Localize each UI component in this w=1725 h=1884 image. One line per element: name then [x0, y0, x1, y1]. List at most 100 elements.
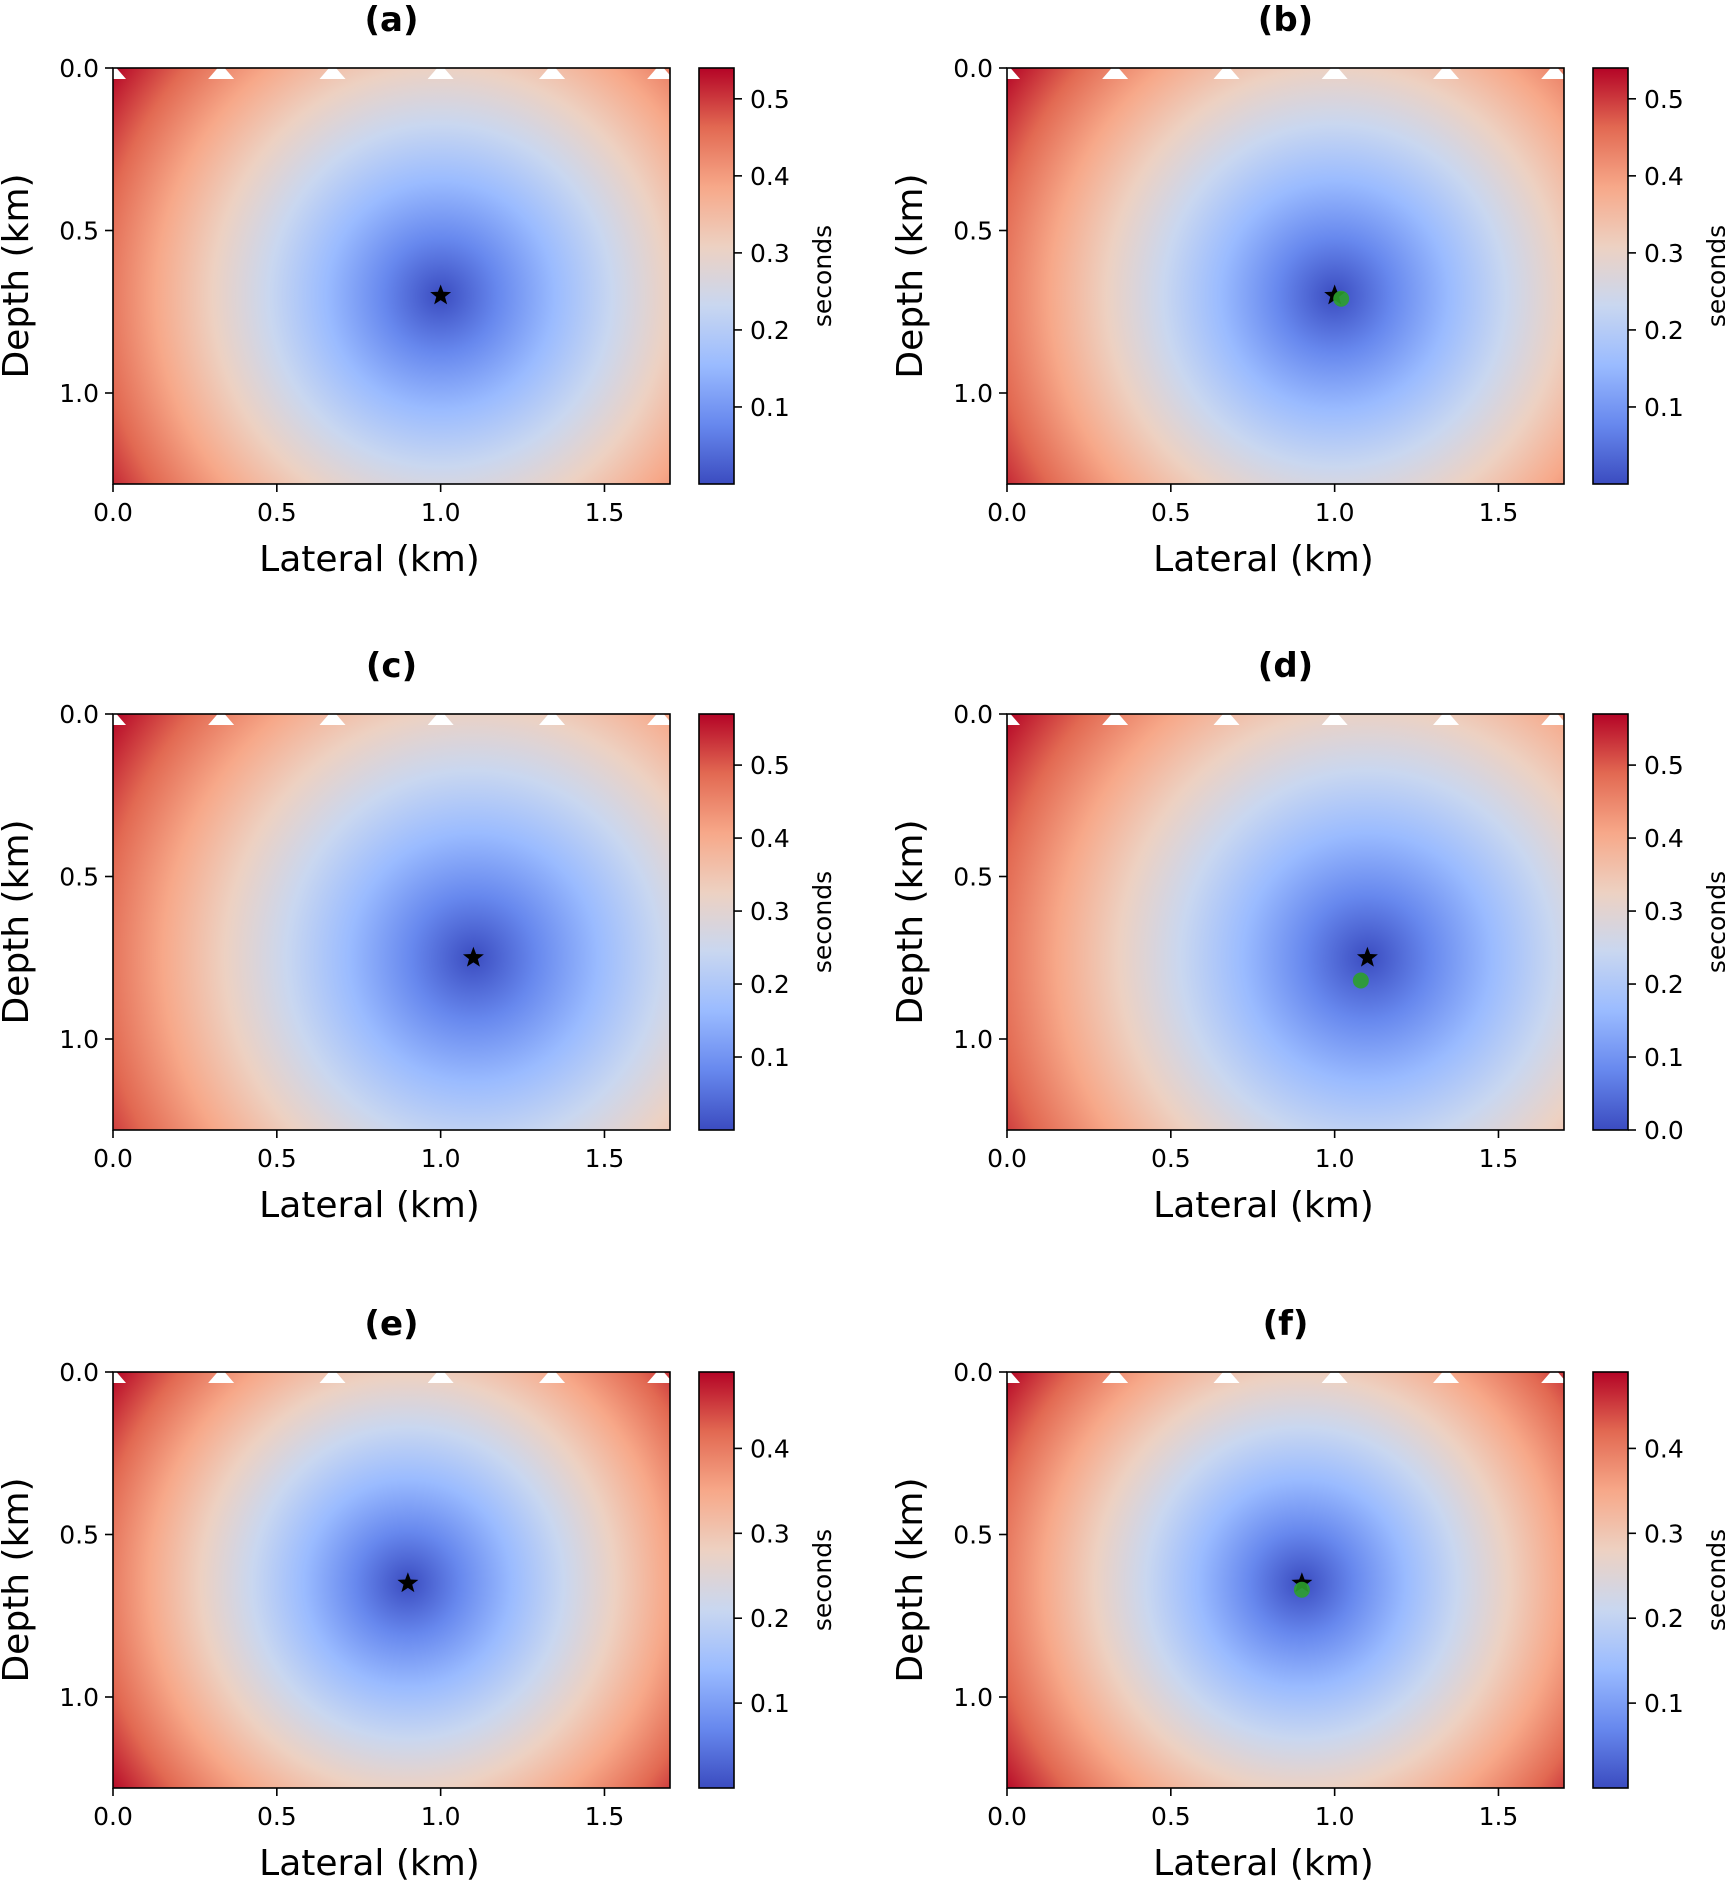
receiver-triangle [1007, 68, 1020, 79]
y-axis-label: Depth (km) [0, 1477, 37, 1682]
panel-c: (c) 0.0 0.5 1.0 1.5 0.0 0.5 1.0 Lateral (km) Dept… [0, 646, 837, 1226]
receiver-triangle [539, 68, 566, 79]
true-source-star [397, 1572, 419, 1593]
x-tick-label: 0.5 [257, 498, 297, 527]
x-tick-label: 1.5 [585, 1802, 625, 1831]
receiver-triangle [1213, 714, 1240, 725]
receiver-triangle [1541, 1372, 1564, 1383]
true-source-star [430, 284, 452, 305]
receiver-triangle [1213, 1372, 1240, 1383]
heatmap [113, 68, 670, 484]
y-tick-label: 0.0 [59, 1358, 99, 1387]
panel-d: (d) 0.0 0.5 1.0 1.5 0.0 0.5 1.0 Lateral (km) Dept… [890, 646, 1725, 1226]
receiver-triangle [113, 1372, 126, 1383]
plot-frame [1006, 713, 1565, 1131]
true-source-star [462, 946, 484, 967]
true-source-star [1356, 946, 1378, 967]
x-tick-label: 1.5 [1479, 498, 1519, 527]
colorbar-tick-label: 0.5 [750, 751, 790, 780]
receiver-triangle [427, 1372, 454, 1383]
receiver-triangle [427, 714, 454, 725]
colorbar-tick-label: 0.1 [750, 1689, 790, 1718]
x-tick-label: 0.0 [987, 498, 1027, 527]
panel-title: (d) [1258, 646, 1313, 686]
x-tick-label: 0.5 [257, 1144, 297, 1173]
heatmap [1007, 1372, 1564, 1788]
colorbar-tick-label: 0.4 [1644, 824, 1684, 853]
receiver-triangle [1321, 1372, 1348, 1383]
receiver-triangle [1541, 68, 1564, 79]
receiver-triangle [319, 714, 346, 725]
receiver-triangle [1102, 1372, 1129, 1383]
heatmap-field [1007, 68, 1564, 484]
y-tick-label: 1.0 [59, 379, 99, 408]
colorbar-tick-label: 0.4 [750, 824, 790, 853]
panel-e: (e) 0.0 0.5 1.0 1.5 0.0 0.5 1.0 Lateral (km) Dept… [0, 1304, 837, 1884]
receiver-triangle [208, 714, 235, 725]
receiver-triangle [539, 714, 566, 725]
x-tick-label: 1.0 [421, 1802, 461, 1831]
x-tick-label: 0.0 [987, 1802, 1027, 1831]
plot-frame [112, 1371, 671, 1789]
x-axis-label: Lateral (km) [259, 539, 480, 580]
colorbar-tick-label: 0.3 [750, 897, 790, 926]
heatmap [1007, 714, 1564, 1130]
x-axis-label: Lateral (km) [1153, 1843, 1374, 1884]
receiver-triangle [1433, 1372, 1460, 1383]
receiver-triangle [647, 68, 670, 79]
y-axis-label: Depth (km) [0, 819, 37, 1024]
receiver-triangle [1433, 68, 1460, 79]
colorbar-tick-label: 0.2 [1644, 970, 1684, 999]
y-tick-label: 1.0 [59, 1025, 99, 1054]
receiver-triangle [647, 1372, 670, 1383]
heatmap-field [1007, 1372, 1564, 1788]
x-tick-label: 0.5 [1151, 1802, 1191, 1831]
y-tick-label: 0.0 [59, 54, 99, 83]
colorbar [1592, 713, 1629, 1131]
panel-b: (b) 0.0 0.5 1.0 1.5 0.0 0.5 1.0 Lateral (km) Dept… [890, 0, 1725, 580]
colorbar-tick-label: 0.2 [750, 1604, 790, 1633]
panel-title: (a) [364, 0, 418, 40]
receiver-triangle [1213, 68, 1240, 79]
colorbar-tick-label: 0.3 [1644, 239, 1684, 268]
y-axis-label: Depth (km) [890, 173, 931, 378]
heatmap-field [113, 1372, 670, 1788]
heatmap-field [113, 68, 670, 484]
colorbar [1592, 1371, 1629, 1789]
receiver-triangle [113, 714, 126, 725]
heatmap-field [113, 714, 670, 1130]
receiver-triangle [1007, 714, 1020, 725]
x-tick-label: 0.5 [257, 1802, 297, 1831]
estimated-source-marker [1333, 290, 1350, 307]
colorbar-tick-label: 0.5 [1644, 85, 1684, 114]
colorbar-tick-label: 0.1 [750, 393, 790, 422]
panel-a: (a) 0.0 0.5 1.0 1.5 0.0 0.5 1.0 Lateral (km) Dept… [0, 0, 837, 580]
y-tick-label: 1.0 [953, 1025, 993, 1054]
receiver-triangle [1007, 1372, 1020, 1383]
y-axis-label: Depth (km) [0, 173, 37, 378]
x-axis-label: Lateral (km) [259, 1843, 480, 1884]
colorbar [698, 67, 735, 485]
colorbar-label: seconds [808, 1529, 837, 1631]
y-tick-label: 1.0 [59, 1683, 99, 1712]
estimated-source-marker [1293, 1581, 1310, 1598]
colorbar-tick-label: 0.2 [750, 316, 790, 345]
colorbar-tick-label: 0.3 [1644, 1519, 1684, 1548]
colorbar-label: seconds [808, 225, 837, 327]
colorbar [1592, 67, 1629, 485]
y-tick-label: 0.5 [953, 1521, 993, 1550]
heatmap [1007, 68, 1564, 484]
x-tick-label: 1.0 [1315, 1144, 1355, 1173]
colorbar-tick-label: 0.3 [750, 239, 790, 268]
x-tick-label: 1.5 [1479, 1144, 1519, 1173]
y-tick-label: 0.0 [953, 1358, 993, 1387]
plot-frame [112, 67, 671, 485]
x-tick-label: 1.0 [421, 498, 461, 527]
colorbar-tick-label: 0.1 [1644, 393, 1684, 422]
colorbar-tick-label: 0.4 [1644, 162, 1684, 191]
receiver-triangle [647, 714, 670, 725]
y-axis-label: Depth (km) [890, 819, 931, 1024]
heatmap-field [1007, 714, 1564, 1130]
x-tick-label: 1.0 [1315, 1802, 1355, 1831]
y-tick-label: 0.5 [59, 863, 99, 892]
